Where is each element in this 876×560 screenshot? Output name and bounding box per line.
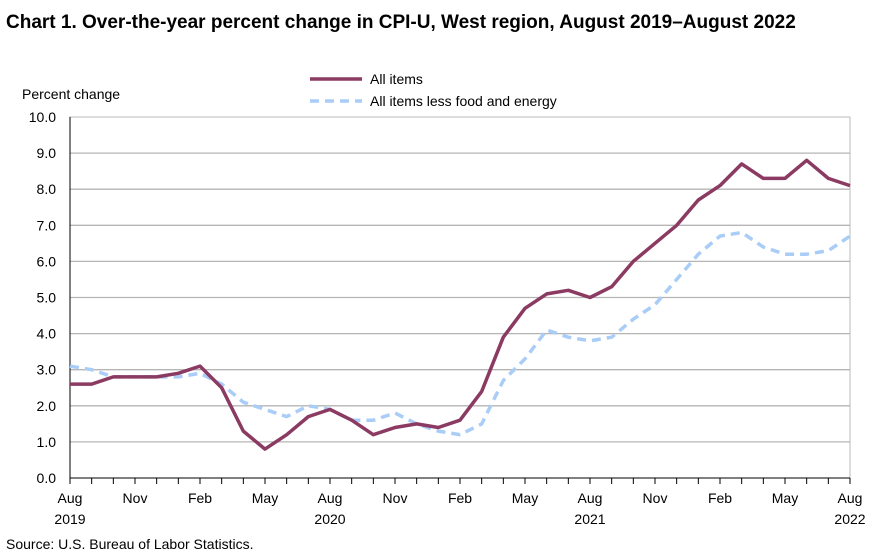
x-tick-label: Aug	[58, 490, 83, 506]
y-tick-label: 4.0	[37, 326, 57, 342]
legend-label: All items	[370, 71, 423, 87]
x-tick-label: May	[512, 490, 538, 506]
x-tick-label: Aug	[838, 490, 863, 506]
series-line	[70, 158, 851, 451]
x-tick-label: Aug	[578, 490, 603, 506]
x-tick-year: 2021	[574, 511, 605, 527]
y-tick-label: 6.0	[37, 253, 57, 269]
x-tick-year: 2020	[314, 511, 345, 527]
source-note: Source: U.S. Bureau of Labor Statistics.	[6, 536, 254, 552]
legend-label: All items less food and energy	[370, 93, 557, 109]
x-tick-label: Nov	[123, 490, 148, 506]
y-tick-label: 10.0	[29, 109, 56, 125]
y-tick-label: 5.0	[37, 290, 57, 306]
y-tick-label: 2.0	[37, 398, 57, 414]
y-axis-label: Percent change	[22, 86, 120, 102]
chart-title: Chart 1. Over-the-year percent change in…	[6, 12, 796, 33]
x-tick-label: Feb	[448, 490, 472, 506]
y-tick-label: 0.0	[37, 470, 57, 486]
y-tick-label: 3.0	[37, 362, 57, 378]
x-tick-year: 2019	[54, 511, 85, 527]
x-tick-label: Nov	[643, 490, 668, 506]
x-tick-label: Feb	[188, 490, 212, 506]
x-tick-year: 2022	[834, 511, 865, 527]
x-tick-label: May	[772, 490, 798, 506]
x-tick-label: Nov	[383, 490, 408, 506]
series-line	[69, 230, 851, 437]
x-tick-label: May	[252, 490, 278, 506]
y-tick-label: 1.0	[37, 434, 57, 450]
y-tick-label: 8.0	[37, 181, 57, 197]
y-tick-label: 9.0	[37, 145, 57, 161]
x-tick-label: Feb	[708, 490, 732, 506]
y-tick-label: 7.0	[37, 217, 57, 233]
x-tick-label: Aug	[318, 490, 343, 506]
